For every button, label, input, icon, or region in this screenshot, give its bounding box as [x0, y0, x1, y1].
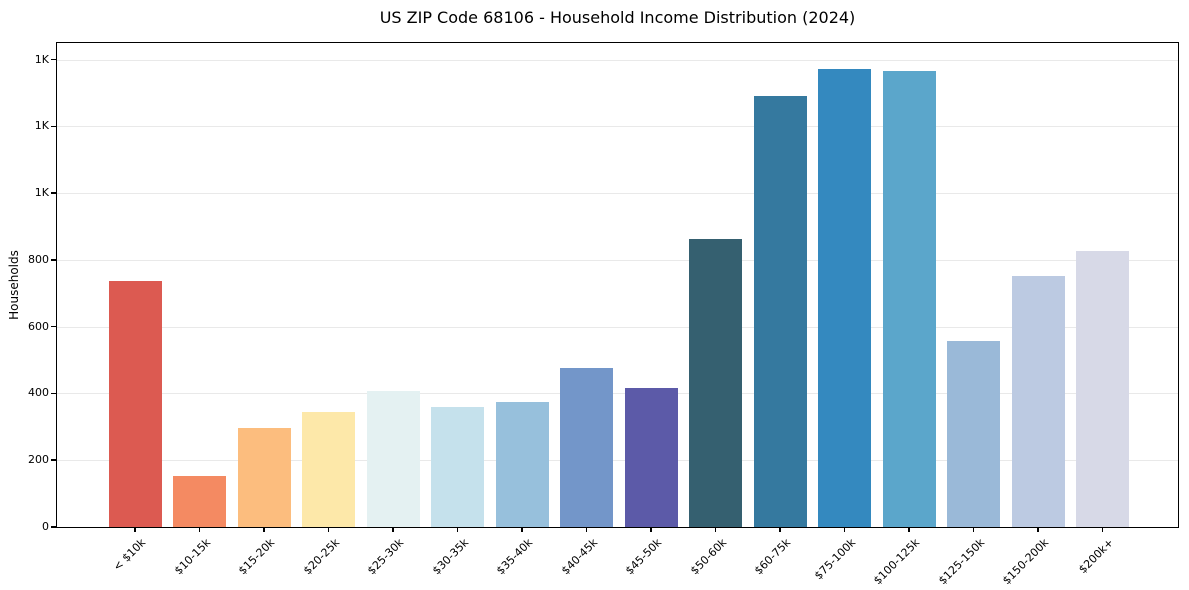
gridline [57, 259, 1178, 261]
bar-$30-35k [431, 406, 485, 527]
x-tick-label: $10-15k [171, 536, 213, 578]
x-tick-label: $30-35k [429, 536, 471, 578]
bar-$150-200k [1011, 275, 1065, 527]
bar-$60-75k [753, 95, 807, 527]
plot-area [57, 43, 1178, 527]
y-tick-label: 1K [34, 119, 49, 133]
x-tick-mark [198, 527, 201, 532]
y-tick-mark [51, 58, 56, 61]
x-tick-mark [521, 527, 523, 532]
x-tick-label: $45-50k [623, 536, 665, 578]
y-tick-mark [51, 392, 56, 395]
bar-$35-40k [495, 401, 549, 527]
x-tick-label: $150-200k [1000, 536, 1052, 588]
x-tick-mark [972, 527, 975, 532]
x-tick-mark [650, 527, 652, 532]
bar-$200k+ [1076, 250, 1130, 527]
bar-$40-45k [560, 367, 614, 527]
x-tick-label: $15-20k [236, 536, 278, 578]
bar-$15-20k [237, 427, 291, 527]
x-tick-label: $25-30k [365, 536, 407, 578]
x-tick-mark [908, 527, 910, 532]
x-tick-label: $60-75k [752, 536, 794, 578]
y-tick-label: 200 [28, 453, 49, 467]
x-tick-mark [456, 527, 459, 532]
bar-$10-15k [173, 475, 227, 527]
gridline [57, 126, 1178, 128]
bar-$45-50k [624, 388, 678, 527]
x-tick-label: $75-100k [811, 536, 858, 583]
x-tick-mark [134, 527, 136, 532]
x-tick-mark [779, 527, 781, 532]
gridline [57, 326, 1178, 328]
x-tick-mark [714, 527, 717, 532]
gridline [57, 193, 1178, 195]
y-tick-mark [51, 325, 56, 328]
y-tick-mark [51, 459, 56, 461]
x-tick-label: $125-150k [935, 536, 987, 588]
gridline [57, 393, 1178, 395]
y-tick-mark [51, 192, 56, 194]
bar-< $10k [108, 280, 162, 527]
x-tick-mark [585, 527, 588, 532]
x-tick-label: $50-60k [687, 536, 729, 578]
gridline [57, 460, 1178, 462]
chart-title: US ZIP Code 68106 - Household Income Dis… [379, 8, 856, 27]
x-tick-label: < $10k [110, 536, 149, 574]
x-tick-label: $100-125k [871, 536, 923, 588]
bar-$75-100k [818, 68, 872, 527]
x-tick-mark [1101, 527, 1104, 532]
bar-$125-150k [947, 340, 1001, 527]
y-tick-mark [51, 125, 56, 128]
bar-$20-25k [302, 411, 356, 527]
x-tick-mark [327, 527, 330, 532]
y-tick-label: 800 [28, 252, 49, 266]
gridline [57, 59, 1178, 61]
y-tick-label: 1K [34, 52, 49, 66]
bar-$50-60k [689, 238, 743, 527]
bar-$100-125k [882, 70, 936, 527]
x-tick-label: $40-45k [558, 536, 600, 578]
y-tick-label: 400 [28, 386, 49, 400]
x-tick-label: $200k+ [1075, 536, 1116, 577]
x-tick-mark [843, 527, 846, 532]
y-tick-mark [51, 526, 56, 528]
x-tick-mark [1037, 527, 1039, 532]
x-tick-mark [392, 527, 394, 532]
x-tick-label: $35-40k [494, 536, 536, 578]
y-tick-label: 0 [42, 520, 49, 533]
y-tick-label: 1K [34, 186, 49, 200]
y-tick-label: 600 [28, 319, 49, 333]
x-tick-label: $20-25k [300, 536, 342, 578]
x-tick-mark [263, 527, 265, 532]
y-tick-mark [51, 259, 56, 261]
bar-$25-30k [366, 390, 420, 527]
